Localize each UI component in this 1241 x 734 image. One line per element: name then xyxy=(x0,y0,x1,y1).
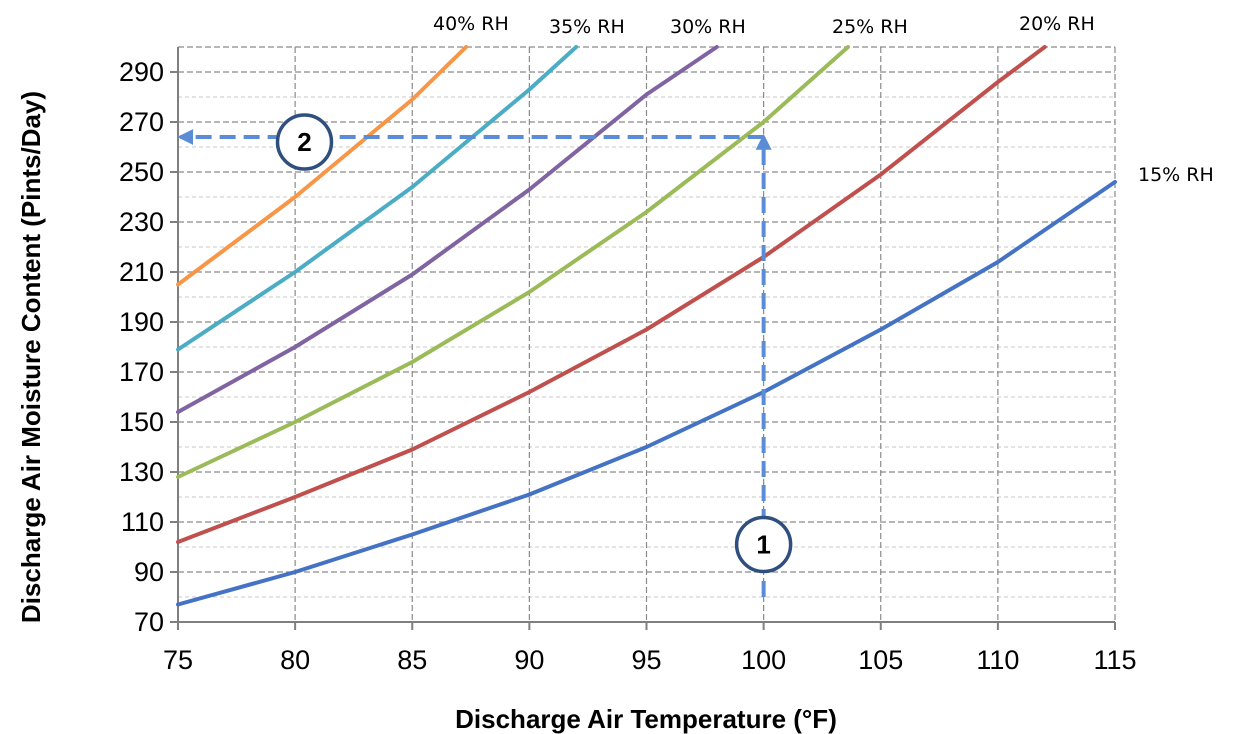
x-tick-label: 80 xyxy=(280,645,310,675)
grid xyxy=(178,46,1116,622)
annotations: 12 xyxy=(177,113,793,597)
series-line-20-rh xyxy=(176,45,1047,544)
y-tick-label: 290 xyxy=(119,57,164,87)
y-tick-label: 90 xyxy=(134,557,164,587)
series-line-30-rh xyxy=(176,45,719,414)
x-tick-label: 110 xyxy=(976,645,1019,675)
series-label: 15% RH xyxy=(1138,164,1214,186)
series-line-35-rh xyxy=(176,45,579,352)
y-tick-label: 250 xyxy=(119,157,164,187)
annotation-marker xyxy=(275,113,334,171)
x-tick-label: 105 xyxy=(858,645,903,675)
series-label: 40% RH xyxy=(433,13,509,35)
annotation-marker xyxy=(734,515,793,574)
y-tick-label: 170 xyxy=(119,357,164,387)
annotation-marker-label: 1 xyxy=(756,530,770,560)
x-axis-title: Discharge Air Temperature (°F) xyxy=(455,704,837,734)
x-tick-label: 95 xyxy=(631,645,661,675)
series-line-40-rh xyxy=(176,45,469,287)
series-label: 35% RH xyxy=(549,16,625,38)
y-axis-title: Discharge Air Moisture Content (Pints/Da… xyxy=(16,91,46,623)
x-tick-label: 90 xyxy=(514,645,544,675)
y-tick-label: 70 xyxy=(134,607,164,637)
y-tick-label: 130 xyxy=(119,457,164,487)
y-tick-label: 150 xyxy=(119,407,164,437)
series-label: 25% RH xyxy=(832,16,908,38)
x-tick-label: 115 xyxy=(1093,645,1136,675)
x-tick-label: 75 xyxy=(163,645,193,675)
series-label: 20% RH xyxy=(1019,13,1095,35)
series-line-25-rh xyxy=(176,45,850,479)
y-tick-label: 230 xyxy=(119,207,164,237)
series-line-15-rh xyxy=(176,180,1117,607)
series-label: 30% RH xyxy=(670,16,746,38)
y-tick-label: 270 xyxy=(119,107,164,137)
series-lines xyxy=(176,45,1117,607)
x-tick-label: 85 xyxy=(397,645,427,675)
series-labels: 15% RH 20% RH 25% RH 30% RH 35% RH 40% RH xyxy=(433,13,1214,186)
y-tick-label: 190 xyxy=(119,307,164,337)
annotation-marker-label: 2 xyxy=(297,127,311,157)
x-tick-label: 100 xyxy=(741,645,786,675)
y-tick-label: 110 xyxy=(121,507,164,537)
y-tick-label: 210 xyxy=(119,257,164,287)
